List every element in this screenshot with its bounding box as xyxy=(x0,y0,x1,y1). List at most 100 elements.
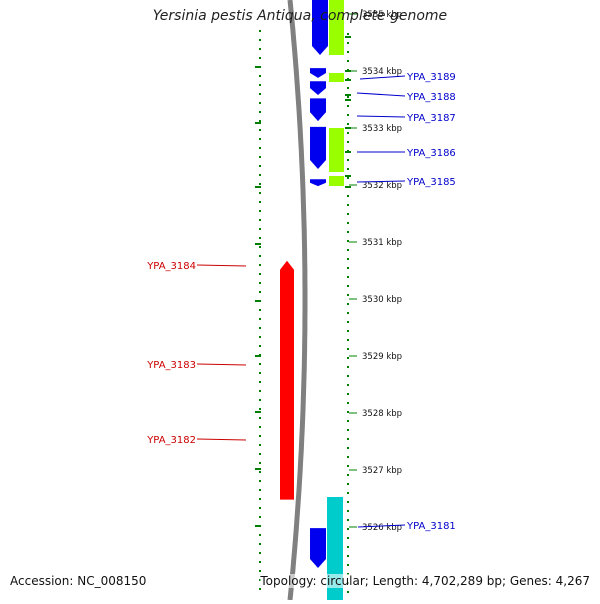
gc-peak-left xyxy=(255,186,261,188)
gc-dot-right xyxy=(347,204,349,206)
gc-dot-right xyxy=(347,510,349,512)
gc-dot-right xyxy=(347,159,349,161)
cds-feature-bar xyxy=(329,73,344,82)
map-title: Yersinia pestis Antiqua, complete genome xyxy=(152,8,448,24)
gc-dot-left xyxy=(259,183,261,185)
gc-dot-right xyxy=(347,132,349,134)
gc-dot-right xyxy=(347,528,349,530)
gc-dot-left xyxy=(259,579,261,581)
gc-dot-left xyxy=(259,147,261,149)
gc-dot-left xyxy=(259,129,261,131)
gc-dot-right xyxy=(347,591,349,593)
gc-dot-left xyxy=(259,174,261,176)
leader-line xyxy=(196,363,247,366)
gc-dot-left xyxy=(259,192,261,194)
gc-dot-left xyxy=(259,165,261,167)
cds-feature-bar xyxy=(329,176,344,186)
gc-dot-right xyxy=(347,222,349,224)
tick-label: 3528 kbp xyxy=(362,409,402,419)
gc-dot-left xyxy=(259,444,261,446)
gc-dot-right xyxy=(347,402,349,404)
backbone-track xyxy=(287,0,308,601)
gc-dot-left xyxy=(259,57,261,59)
gc-dot-right xyxy=(347,258,349,260)
gc-dot-right xyxy=(347,339,349,341)
gc-peak-left xyxy=(255,122,261,124)
leader-line xyxy=(196,438,247,441)
gc-dot-left xyxy=(259,507,261,509)
gc-dot-left xyxy=(259,561,261,563)
gene-label-YPA_3185: YPA_3185 xyxy=(406,177,456,188)
gc-dot-right xyxy=(347,519,349,521)
tick-label: 3527 kbp xyxy=(362,466,402,476)
gc-dot-left xyxy=(259,489,261,491)
gc-dot-left xyxy=(259,111,261,113)
gc-dot-left xyxy=(259,219,261,221)
gc-dot-left xyxy=(259,345,261,347)
gc-dot-right xyxy=(347,87,349,89)
gc-dot-left xyxy=(259,210,261,212)
leader-line xyxy=(356,115,406,118)
gc-dot-left xyxy=(259,93,261,95)
gc-peak-right xyxy=(345,79,351,81)
gc-dot-right xyxy=(347,276,349,278)
gc-dot-right xyxy=(347,141,349,143)
gc-peak-left xyxy=(255,300,261,302)
gc-dot-left xyxy=(259,327,261,329)
gc-dot-left xyxy=(259,318,261,320)
gc-dot-right xyxy=(347,384,349,386)
gc-dot-right xyxy=(347,213,349,215)
gene-arrow-YPA_3189 xyxy=(310,68,326,78)
gene-arrow-offscreen xyxy=(312,0,328,55)
gc-peak-right xyxy=(345,99,351,101)
gc-peak-right xyxy=(345,36,351,38)
tick-label: 3531 kbp xyxy=(362,238,402,248)
gc-dot-left xyxy=(259,471,261,473)
gc-dot-right xyxy=(347,249,349,251)
gc-dot-left xyxy=(259,264,261,266)
gc-dot-right xyxy=(347,537,349,539)
gc-peak-right xyxy=(345,186,351,188)
gc-dot-left xyxy=(259,39,261,41)
tick-label: 3535 kbp xyxy=(362,10,402,20)
cds-feature-bar xyxy=(329,0,344,55)
gc-dot-left xyxy=(259,462,261,464)
gene-arrow-YPA_3188 xyxy=(310,81,326,95)
gene-label-YPA_3184: YPA_3184 xyxy=(146,261,196,272)
gc-dot-left xyxy=(259,570,261,572)
gc-dot-right xyxy=(347,447,349,449)
gene-label-YPA_3182: YPA_3182 xyxy=(146,435,196,446)
gc-dot-right xyxy=(347,465,349,467)
tick-label: 3526 kbp xyxy=(362,523,402,533)
gene-arrow-YPA_3186 xyxy=(310,126,326,170)
gc-dot-right xyxy=(347,303,349,305)
gc-peak-right xyxy=(345,175,351,177)
gc-dot-right xyxy=(347,33,349,35)
gc-dot-left xyxy=(259,588,261,590)
gc-peak-left xyxy=(255,525,261,527)
gc-peak-right xyxy=(345,70,351,72)
tick-label: 3529 kbp xyxy=(362,352,402,362)
leader-line xyxy=(359,75,406,80)
gc-dot-right xyxy=(347,429,349,431)
gene-labels: YPA_3184 YPA_3183 YPA_3182 YPA_3189 YPA_3188… xyxy=(146,72,456,532)
gc-dot-right xyxy=(347,60,349,62)
gc-dot-right xyxy=(347,555,349,557)
gene-label-YPA_3181: YPA_3181 xyxy=(406,521,456,532)
gc-dot-left xyxy=(259,201,261,203)
feature-track xyxy=(327,0,344,600)
gc-dot-left xyxy=(259,309,261,311)
gc-dot-left xyxy=(259,453,261,455)
gc-dot-right xyxy=(347,267,349,269)
gc-dot-left xyxy=(259,435,261,437)
leader-line xyxy=(357,524,406,528)
gc-dot-right xyxy=(347,420,349,422)
gene-arrow-YPA_3181 xyxy=(310,528,326,569)
gc-dot-left xyxy=(259,30,261,32)
tick-label: 3532 kbp xyxy=(362,181,402,191)
gc-dot-right xyxy=(347,357,349,359)
gc-dot-right xyxy=(347,546,349,548)
gc-dot-left xyxy=(259,498,261,500)
gc-dot-left xyxy=(259,273,261,275)
gc-peak-left xyxy=(255,355,261,357)
